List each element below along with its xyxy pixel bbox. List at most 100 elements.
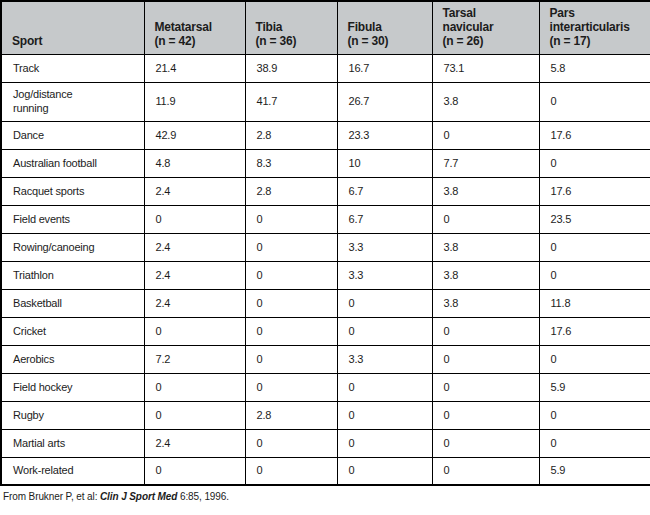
value-cell: 0 (245, 457, 337, 485)
value-cell: 0 (144, 373, 245, 401)
value-cell: 0 (539, 261, 650, 289)
value-cell: 5.9 (539, 457, 650, 485)
value-cell: 3.8 (432, 261, 539, 289)
value-cell: 0 (432, 317, 539, 345)
header-row: Sport Metatarsal(n = 42) Tibia(n = 36) F… (1, 1, 650, 55)
table-row: Field hockey 00005.9 (1, 373, 650, 401)
table-header: Sport Metatarsal(n = 42) Tibia(n = 36) F… (1, 1, 650, 55)
value-cell: 0 (432, 345, 539, 373)
value-cell: 0 (245, 317, 337, 345)
column-header-tibia: Tibia(n = 36) (245, 1, 337, 55)
value-cell: 0 (245, 233, 337, 261)
table-row: Rugby 02.8000 (1, 401, 650, 429)
value-cell: 0 (432, 121, 539, 149)
value-cell: 26.7 (337, 83, 432, 122)
value-cell: 17.6 (539, 177, 650, 205)
value-cell: 0 (245, 205, 337, 233)
value-cell: 0 (245, 261, 337, 289)
sport-cell: Rowing/canoeing (1, 233, 144, 261)
value-cell: 0 (144, 457, 245, 485)
table-row: Martial arts 2.40000 (1, 429, 650, 457)
value-cell: 0 (539, 83, 650, 122)
sport-cell: Cricket (1, 317, 144, 345)
value-cell: 0 (337, 289, 432, 317)
document-page: Sport Metatarsal(n = 42) Tibia(n = 36) F… (0, 0, 650, 515)
value-cell: 8.3 (245, 149, 337, 177)
value-cell: 0 (245, 289, 337, 317)
value-cell: 0 (539, 233, 650, 261)
value-cell: 2.8 (245, 177, 337, 205)
column-label: Tibia (256, 20, 331, 34)
value-cell: 5.9 (539, 373, 650, 401)
value-cell: 0 (245, 345, 337, 373)
sport-cell: Track (1, 55, 144, 83)
value-cell: 0 (245, 429, 337, 457)
value-cell: 3.8 (432, 233, 539, 261)
value-cell: 42.9 (144, 121, 245, 149)
column-header-metatarsal: Metatarsal(n = 42) (144, 1, 245, 55)
column-n: (n = 26) (443, 34, 533, 48)
value-cell: 3.8 (432, 177, 539, 205)
value-cell: 0 (432, 373, 539, 401)
value-cell: 17.6 (539, 317, 650, 345)
table-row: Aerobics 7.203.300 (1, 345, 650, 373)
value-cell: 0 (337, 429, 432, 457)
sport-cell: Aerobics (1, 345, 144, 373)
footnote-prefix: From Brukner P, et al: (3, 491, 100, 502)
value-cell: 2.4 (144, 177, 245, 205)
value-cell: 6.7 (337, 205, 432, 233)
value-cell: 11.9 (144, 83, 245, 122)
sport-cell: Martial arts (1, 429, 144, 457)
column-label: Sport (12, 34, 138, 48)
table-body: Track 21.438.916.773.15.8 Jog/distance r… (1, 55, 650, 486)
sport-cell: Rugby (1, 401, 144, 429)
table-row: Cricket 000017.6 (1, 317, 650, 345)
sport-cell: Jog/distance running (1, 83, 144, 122)
value-cell: 41.7 (245, 83, 337, 122)
table-row: Field events 006.7023.5 (1, 205, 650, 233)
value-cell: 0 (432, 429, 539, 457)
stress-fracture-site-table: Sport Metatarsal(n = 42) Tibia(n = 36) F… (0, 0, 650, 486)
value-cell: 0 (432, 401, 539, 429)
value-cell: 0 (432, 457, 539, 485)
table-row: Basketball 2.4003.811.8 (1, 289, 650, 317)
value-cell: 0 (539, 149, 650, 177)
value-cell: 3.3 (337, 261, 432, 289)
value-cell: 3.3 (337, 233, 432, 261)
column-n: (n = 42) (155, 34, 239, 48)
footnote-suffix: 6:85, 1996. (177, 491, 229, 502)
value-cell: 0 (337, 317, 432, 345)
value-cell: 2.4 (144, 261, 245, 289)
table-row: Australian football 4.88.3107.70 (1, 149, 650, 177)
column-header-pars-interarticularis: Pars interarticularis(n = 17) (539, 1, 650, 55)
value-cell: 0 (144, 317, 245, 345)
table-row: Work-related 00005.9 (1, 457, 650, 485)
value-cell: 0 (144, 205, 245, 233)
value-cell: 0 (432, 205, 539, 233)
value-cell: 0 (539, 401, 650, 429)
value-cell: 3.8 (432, 289, 539, 317)
value-cell: 0 (337, 373, 432, 401)
sport-cell: Work-related (1, 457, 144, 485)
column-label: Pars interarticularis (550, 6, 645, 34)
value-cell: 2.4 (144, 289, 245, 317)
column-label: Tarsal navicular (443, 6, 533, 34)
sport-cell: Triathlon (1, 261, 144, 289)
value-cell: 0 (337, 457, 432, 485)
table-row: Track 21.438.916.773.15.8 (1, 55, 650, 83)
column-header-tarsal-navicular: Tarsal navicular(n = 26) (432, 1, 539, 55)
value-cell: 3.3 (337, 345, 432, 373)
value-cell: 6.7 (337, 177, 432, 205)
column-n: (n = 30) (348, 34, 426, 48)
column-n: (n = 17) (550, 34, 645, 48)
table-row: Jog/distance running 11.941.726.73.80 (1, 83, 650, 122)
footnote-citation: Clin J Sport Med (100, 491, 177, 502)
value-cell: 21.4 (144, 55, 245, 83)
value-cell: 0 (539, 429, 650, 457)
table-row: Racquet sports 2.42.86.73.817.6 (1, 177, 650, 205)
column-header-fibula: Fibula(n = 30) (337, 1, 432, 55)
column-header-sport: Sport (1, 1, 144, 55)
column-n: (n = 36) (256, 34, 331, 48)
value-cell: 0 (337, 401, 432, 429)
value-cell: 2.4 (144, 233, 245, 261)
